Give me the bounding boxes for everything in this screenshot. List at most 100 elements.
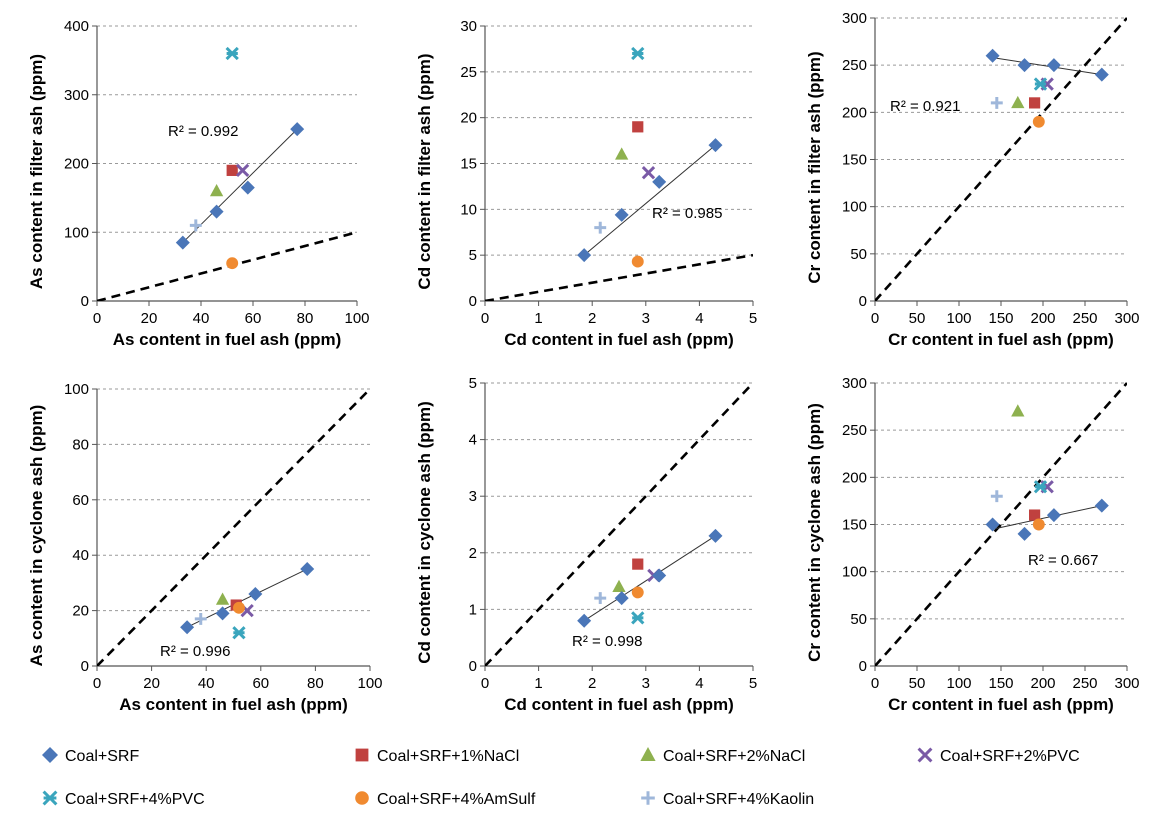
x-tick-label: 1 [534,310,542,327]
y-tick-label: 300 [842,375,867,392]
x-axis-title: As content in fuel ash (ppm) [113,330,342,349]
data-point [189,219,202,232]
x-tick-label: 2 [588,675,596,692]
x-tick-label: 50 [909,675,926,692]
x-tick-label: 80 [307,675,324,692]
x-tick-label: 1 [534,675,542,692]
legend-marker [917,747,933,763]
data-point [1029,509,1041,521]
x-tick-label: 4 [695,310,703,327]
y-tick-label: 4 [469,432,477,449]
data-point [1046,508,1061,523]
x-tick-label: 2 [588,310,596,327]
data-point [614,591,629,606]
data-point [594,221,607,234]
x-tick-label: 300 [1114,310,1139,327]
x-tick-label: 150 [988,310,1013,327]
data-point [1094,67,1109,82]
y-tick-label: 100 [64,381,89,398]
data-point [612,579,626,593]
data-point [985,517,1000,532]
trendline [583,144,716,256]
x-tick-label: 20 [141,310,158,327]
data-point [594,592,607,605]
legend-marker [640,747,656,761]
reference-line [485,382,753,666]
y-axis-title: Cd content in cyclone ash (ppm) [415,401,434,664]
x-tick-label: 100 [946,310,971,327]
legend-marker [42,790,58,806]
y-axis-title: Cd content in filter ash (ppm) [415,53,434,289]
y-tick-label: 0 [81,293,89,310]
data-point [225,46,239,61]
y-tick-label: 20 [460,110,477,127]
x-tick-label: 80 [297,310,314,327]
data-point [1029,97,1041,109]
reference-line [875,382,1127,666]
y-tick-label: 50 [850,611,867,628]
x-tick-label: 200 [1030,675,1055,692]
x-tick-label: 3 [642,310,650,327]
y-tick-label: 80 [72,436,89,453]
y-tick-label: 200 [842,469,867,486]
x-tick-label: 3 [642,675,650,692]
reference-line [485,253,753,301]
data-point [226,257,239,270]
legend-label: Coal+SRF [65,748,139,765]
x-tick-label: 40 [198,675,215,692]
x-axis-title: Cd content in fuel ash (ppm) [504,330,734,349]
legend-label: Coal+SRF+1%NaCl [377,748,519,765]
data-point [175,235,190,250]
r-squared-label: R² = 0.921 [890,98,960,115]
legend-label: Coal+SRF+4%PVC [65,791,205,808]
data-point [990,490,1003,503]
data-point [632,558,644,570]
data-point [985,48,1000,63]
chart-cd-filter: 0 5 10 15 20 25 30 0 1 2 3 4 5 Cd content in fuel ash… [415,18,757,349]
legend-label: Coal+SRF+2%PVC [940,748,1080,765]
data-point [290,122,305,137]
x-tick-label: 0 [93,675,101,692]
data-point [235,163,250,178]
data-point [577,248,592,263]
data-point [209,184,224,197]
y-tick-label: 1 [469,601,477,618]
data-point [194,612,207,625]
y-tick-label: 15 [460,156,477,173]
legend-item: Coal+SRF+2%NaCl [640,747,805,765]
r-squared-label: R² = 0.998 [572,633,642,650]
data-point [300,562,315,577]
x-tick-label: 100 [344,310,369,327]
data-point [226,164,238,176]
legend-label: Coal+SRF+4%Kaolin [663,791,814,808]
data-point [1017,58,1032,73]
x-tick-label: 0 [93,310,101,327]
legend-label: Coal+SRF+2%NaCl [663,748,805,765]
y-tick-label: 200 [64,156,89,173]
y-tick-label: 250 [842,422,867,439]
y-tick-label: 10 [460,201,477,218]
y-tick-label: 400 [64,18,89,35]
data-point [1011,404,1025,417]
data-point [209,204,224,219]
data-point [631,255,644,268]
y-tick-label: 150 [842,517,867,534]
y-tick-label: 0 [859,658,867,675]
data-point [708,528,723,543]
y-tick-label: 100 [64,224,89,241]
data-point [577,613,592,628]
y-axis-title: As content in cyclone ash (ppm) [27,405,46,667]
data-point [1046,58,1061,73]
y-tick-label: 0 [469,658,477,675]
data-point [248,586,263,601]
y-tick-label: 3 [469,488,477,505]
y-tick-label: 300 [842,10,867,27]
y-axis-title: Cr content in filter ash (ppm) [805,51,824,283]
r-squared-label: R² = 0.996 [160,643,230,660]
x-tick-label: 100 [946,675,971,692]
y-tick-label: 5 [469,375,477,392]
y-tick-label: 5 [469,247,477,264]
